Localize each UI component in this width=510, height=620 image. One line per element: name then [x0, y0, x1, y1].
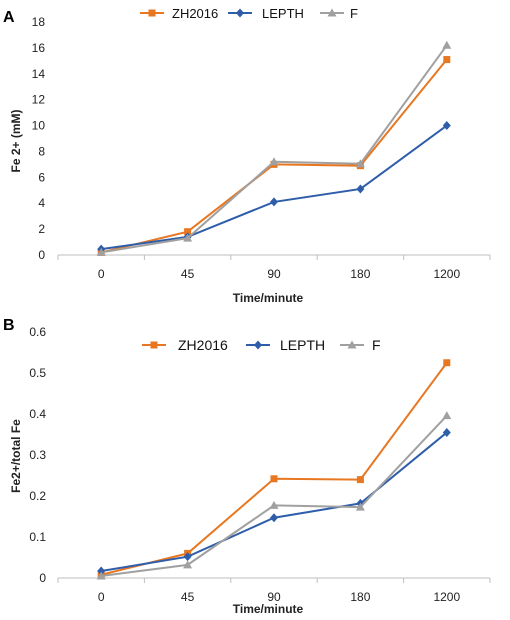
panel-a-legend-marker-zh2016: [148, 9, 156, 17]
panel-b-point-lepth: [270, 513, 278, 523]
panel-a-legend-marker-lepth: [236, 8, 244, 18]
panel-a-point-f: [269, 157, 279, 166]
panel-a-y-tick-label: 14: [32, 67, 46, 81]
panel-a-x-tick-label: 45: [181, 267, 195, 281]
panel-a-legend-label-lepth: LEPTH: [262, 6, 304, 21]
panel-a-point-lepth: [442, 121, 451, 131]
panel-b-legend-label-lepth: LEPTH: [280, 337, 325, 353]
panel-b-x-axis-title: Time/minute: [233, 602, 304, 616]
panel-b-legend-marker-zh2016: [150, 341, 158, 349]
panel-b-point-f: [183, 560, 193, 569]
panel-a-series-line-lepth: [101, 124, 448, 251]
panel-b-y-tick-label: 0.1: [29, 530, 46, 544]
panel-a-x-tick-label: 0: [98, 267, 105, 281]
panel-a-point-lepth: [356, 184, 365, 194]
panel-a-point-lepth: [270, 197, 278, 207]
panel-a-legend: ZH2016 LEPTH F: [140, 6, 358, 21]
panel-a-y-tick-label: 6: [38, 170, 45, 184]
panel-b-series-line-f: [101, 414, 448, 577]
panel-b-letter: B: [3, 317, 15, 334]
panel-b-x-tick-label: 90: [267, 590, 281, 604]
panel-a-x-tick-label: 1200: [433, 267, 460, 281]
panel-b-point-f: [442, 411, 452, 420]
panel-b-point-f: [96, 571, 106, 580]
panel-a-point-f: [183, 233, 193, 242]
panel-a-x-tick-label: 180: [350, 267, 370, 281]
panel-b-y-tick-label: 0.6: [29, 325, 46, 339]
panel-a-y-tick-label: 16: [32, 41, 46, 55]
panel-a-y-tick-label: 0: [38, 248, 45, 262]
panel-b-y-tick-label: 0.5: [29, 366, 46, 380]
panel-b-x-tick-label: 45: [181, 590, 195, 604]
panel-b-y-tick-label: 0.3: [29, 448, 46, 462]
panel-a-y-tick-label: 4: [38, 196, 45, 210]
panel-b-x-tick-label: 180: [350, 590, 370, 604]
panel-b-legend: ZH2016 LEPTH F: [142, 337, 381, 353]
panel-a-letter: A: [3, 9, 15, 26]
panel-b-legend-label-zh2016: ZH2016: [178, 337, 228, 353]
panel-b-legend-label-f: F: [372, 337, 381, 353]
panel-a-point-zh2016: [184, 228, 192, 236]
panel-a-point-f: [355, 159, 365, 168]
panel-b-x-tick-label: 1200: [433, 590, 460, 604]
panel-a-legend-label-f: F: [350, 6, 358, 21]
panel-a-series: [96, 40, 452, 256]
panel-b-y-tick-label: 0.4: [29, 407, 46, 421]
panel-a-y-tick-label: 18: [32, 15, 46, 29]
panel-b-point-f: [269, 500, 279, 509]
panel-b-y-tick-label: 0: [39, 571, 46, 585]
panel-b-x-tick-label: 0: [98, 590, 105, 604]
panel-a-x-axis-title: Time/minute: [233, 291, 304, 305]
panel-b-point-zh2016: [270, 475, 278, 483]
panel-b-point-lepth: [442, 427, 451, 437]
panel-a-point-f: [442, 40, 452, 49]
panel-a-x-tick-label: 90: [267, 267, 281, 281]
panel-b-series-line-zh2016: [100, 362, 448, 576]
panel-a-axes: 0 45 90 180 1200 0 2 4 6 8 10 12 14 16 18: [32, 15, 491, 281]
panel-a-y-tick-label: 2: [38, 222, 45, 236]
panel-a-point-f: [96, 247, 106, 256]
panel-b-y-axis-title: Fe2+/total Fe: [9, 419, 23, 493]
panel-a-y-axis-title: Fe 2+ (mM): [9, 109, 23, 172]
panel-a-y-tick-label: 12: [32, 93, 46, 107]
panel-b: B Fe2+/total Fe Time/minute 0 45 90 180 1200…: [3, 317, 491, 616]
panel-b-axes: 0 45 90 180 1200 0 0.1 0.2 0.3 0.4 0.5 0.6: [29, 325, 491, 604]
panel-b-point-f: [355, 502, 365, 511]
panel-a-point-zh2016: [443, 56, 451, 64]
panel-b-point-lepth: [183, 552, 192, 562]
panel-b-legend-marker-f: [347, 340, 357, 349]
panel-a-legend-marker-f: [327, 8, 337, 17]
panel-b-point-zh2016: [356, 476, 364, 484]
panel-a-series-line-zh2016: [100, 58, 448, 254]
panel-a: A Fe 2+ (mM) Time/minute 0 45 90 180 1200 0 2 4…: [3, 6, 491, 305]
panel-b-legend-marker-lepth: [254, 340, 262, 350]
panel-a-series-line-f: [101, 44, 448, 254]
panel-b-point-zh2016: [443, 359, 451, 367]
panel-a-y-tick-label: 10: [32, 119, 46, 133]
panel-b-series: [96, 359, 452, 580]
panel-b-point-lepth: [97, 566, 106, 576]
panel-a-legend-label-zh2016: ZH2016: [172, 6, 218, 21]
panel-b-y-tick-label: 0.2: [29, 489, 46, 503]
panel-a-y-tick-label: 8: [38, 144, 45, 158]
